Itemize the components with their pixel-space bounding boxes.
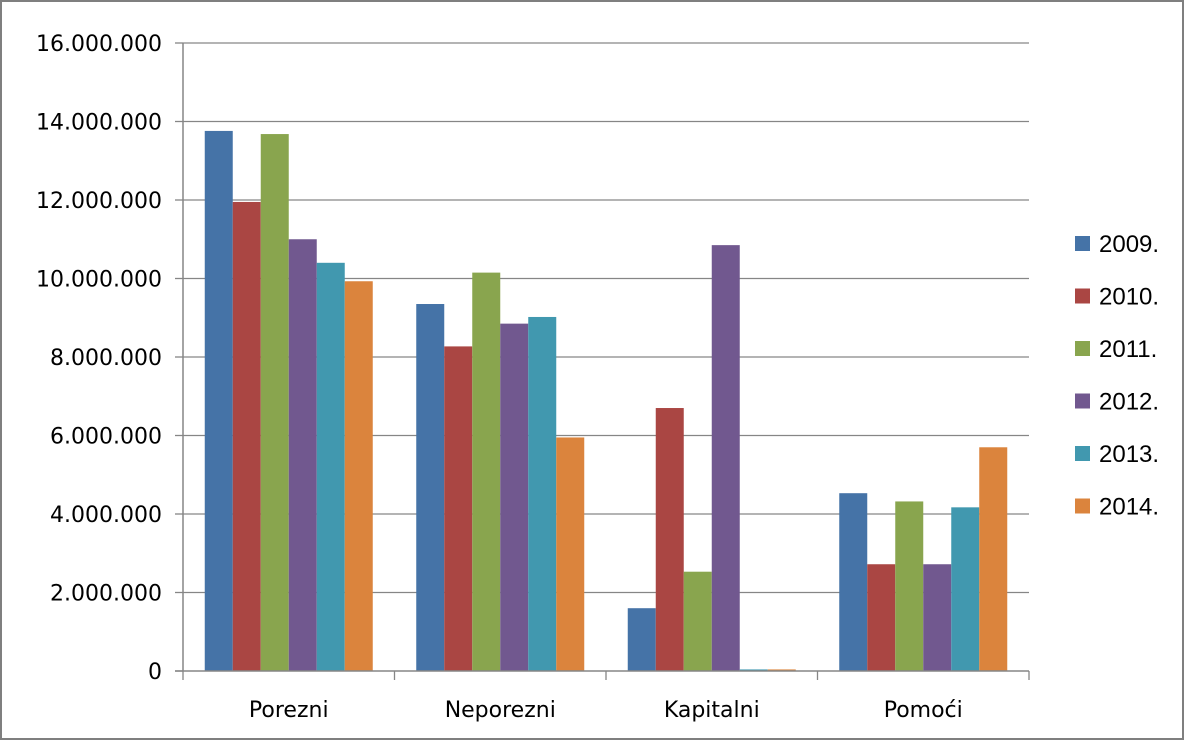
bar-2009-kapitalni	[627, 608, 656, 671]
legend-label-2010: 2010.	[1099, 284, 1159, 311]
y-tick-label: 14.000.000	[36, 111, 162, 136]
bar-2010-neporezni	[444, 346, 473, 671]
axes	[175, 42, 1030, 680]
y-tick-label: 10.000.000	[36, 268, 162, 293]
bar-2011-neporezni	[472, 272, 501, 671]
bar-2010-pomoći	[867, 564, 896, 671]
bar-2013-kapitalni	[739, 669, 768, 671]
bar-2010-porezni	[232, 201, 261, 671]
legend-label-2012: 2012.	[1099, 389, 1159, 416]
bar-2012-neporezni	[500, 323, 529, 671]
legend-swatch-2014	[1075, 498, 1090, 514]
legend-label-2013: 2013.	[1099, 441, 1159, 468]
bar-2009-porezni	[204, 130, 233, 672]
x-category-label: Kapitalni	[664, 698, 760, 723]
legend-label-2009: 2009.	[1099, 231, 1159, 258]
bar-2011-kapitalni	[683, 571, 712, 671]
bar-2014-porezni	[344, 281, 373, 671]
legend-swatch-2009	[1075, 236, 1090, 251]
bar-2012-kapitalni	[711, 245, 740, 671]
bar-2013-porezni	[316, 262, 345, 671]
y-tick-label: 0	[148, 660, 162, 685]
bar-2012-pomoći	[923, 564, 952, 671]
y-tick-label: 8.000.000	[50, 346, 162, 371]
legend-swatch-2012	[1075, 393, 1090, 409]
bar-2014-neporezni	[556, 437, 585, 671]
x-category-label: Pomoći	[884, 698, 963, 723]
y-tick-label: 4.000.000	[50, 503, 162, 528]
x-category-label: Porezni	[249, 698, 329, 723]
y-tick-label: 2.000.000	[50, 582, 162, 607]
y-tick-label: 12.000.000	[36, 189, 162, 214]
y-axis-tick-labels: 0 2.000.000 4.000.000 6.000.000 8.000.000 10.…	[36, 32, 162, 685]
bar-2013-pomoći	[951, 507, 980, 671]
bar-2009-neporezni	[416, 304, 445, 671]
legend-label-2011: 2011.	[1099, 336, 1157, 363]
y-tick-label: 16.000.000	[36, 32, 162, 57]
bar-2010-kapitalni	[655, 408, 684, 671]
bar-2012-porezni	[288, 239, 317, 671]
legend-swatch-2011	[1075, 341, 1090, 356]
legend: 2009. 2010. 2011. 2012. 2013. 2014.	[1075, 231, 1159, 521]
legend-label-2014: 2014.	[1099, 494, 1159, 521]
legend-swatch-2013	[1075, 446, 1090, 461]
bar-2011-porezni	[260, 134, 289, 671]
bar-2013-neporezni	[528, 316, 557, 671]
bar-2014-kapitalni	[767, 669, 796, 671]
x-category-label: Neporezni	[445, 698, 556, 723]
legend-swatch-2010	[1075, 288, 1090, 304]
x-axis-category-labels: Porezni Neporezni Kapitalni Pomoći	[249, 698, 963, 723]
bar-2014-pomoći	[979, 447, 1008, 671]
bars	[204, 130, 1008, 672]
bar-2011-pomoći	[895, 501, 924, 671]
bar-2009-pomoći	[839, 493, 868, 671]
y-tick-label: 6.000.000	[50, 425, 162, 450]
